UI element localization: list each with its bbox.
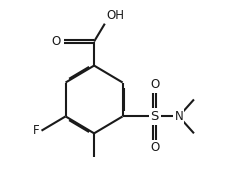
Text: O: O xyxy=(52,35,61,48)
Text: O: O xyxy=(150,141,159,154)
Text: S: S xyxy=(151,110,159,123)
Text: N: N xyxy=(174,110,183,123)
Text: F: F xyxy=(33,124,40,137)
Text: O: O xyxy=(150,78,159,91)
Text: OH: OH xyxy=(106,9,125,22)
